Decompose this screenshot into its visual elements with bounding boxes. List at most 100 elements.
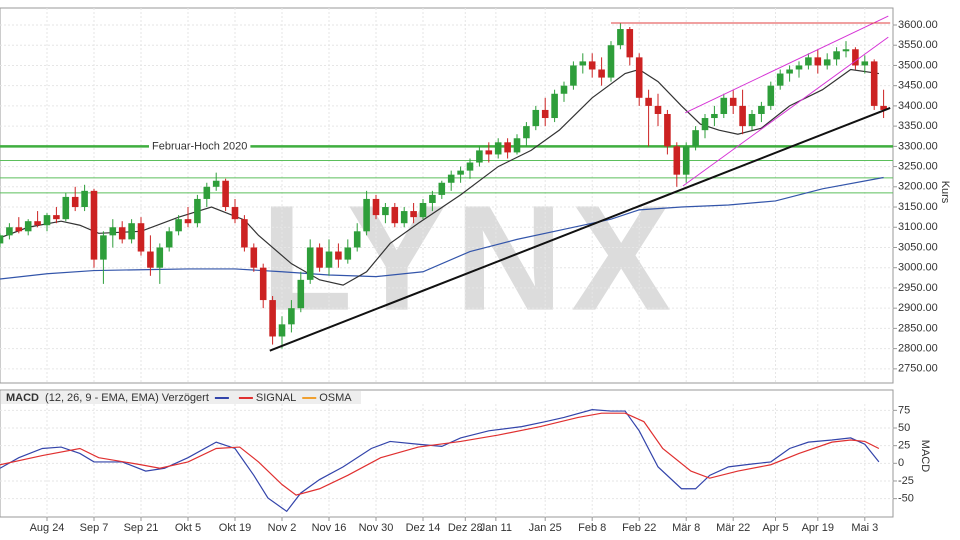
candle-body bbox=[250, 247, 258, 268]
candle-body bbox=[795, 65, 803, 70]
y-tick-label: 50 bbox=[898, 422, 910, 434]
candle-body bbox=[419, 202, 427, 218]
x-tick-label: Apr 5 bbox=[762, 522, 788, 534]
x-tick-label: Feb 8 bbox=[578, 522, 606, 534]
candle-body bbox=[823, 59, 831, 66]
x-tick-label: Jan 25 bbox=[529, 522, 562, 534]
macd-panel bbox=[0, 389, 894, 518]
y-tick-label: 3550.00 bbox=[898, 39, 938, 51]
x-tick-label: Mär 8 bbox=[672, 522, 700, 534]
candle-body bbox=[617, 29, 624, 46]
candle-body bbox=[814, 57, 822, 66]
trend-line bbox=[269, 106, 891, 352]
candle-body bbox=[175, 219, 182, 232]
x-tick-label: Dez 14 bbox=[406, 522, 441, 534]
candle-body bbox=[109, 227, 117, 236]
y-tick-label: 3450.00 bbox=[898, 80, 938, 92]
x-tick-label: Nov 16 bbox=[312, 522, 347, 534]
price-panel bbox=[0, 7, 894, 384]
candle-body bbox=[335, 251, 342, 260]
candle-body bbox=[203, 186, 211, 199]
candle-body bbox=[34, 221, 41, 226]
candle-body bbox=[654, 105, 662, 114]
trend-line bbox=[682, 36, 889, 187]
candle-body bbox=[6, 227, 13, 236]
y-tick-label: 75 bbox=[898, 404, 910, 416]
candle-body bbox=[128, 223, 135, 240]
candle-body bbox=[316, 247, 323, 268]
candle-body bbox=[767, 85, 775, 106]
x-tick-label: Feb 22 bbox=[622, 522, 656, 534]
candle-body bbox=[429, 194, 436, 203]
y-tick-label: -50 bbox=[898, 493, 914, 505]
candle-body bbox=[682, 146, 690, 175]
candle-body bbox=[372, 198, 380, 216]
legend-text: MACD bbox=[6, 392, 39, 404]
candle-body bbox=[523, 126, 530, 139]
x-tick-label: Nov 30 bbox=[359, 522, 394, 534]
candle-body bbox=[147, 251, 154, 268]
candle-body bbox=[588, 61, 596, 70]
candle-body bbox=[805, 57, 812, 66]
candle-body bbox=[729, 97, 737, 106]
moving-average bbox=[0, 68, 879, 286]
candle-body bbox=[410, 211, 417, 218]
y-tick-label: 3000.00 bbox=[898, 262, 938, 274]
macd-line bbox=[0, 412, 880, 496]
y-tick-label: 3050.00 bbox=[898, 241, 938, 253]
candle-body bbox=[447, 174, 455, 183]
candle-body bbox=[466, 162, 474, 171]
y-tick-label: 3150.00 bbox=[898, 201, 938, 213]
candle-body bbox=[438, 182, 446, 195]
candle-body bbox=[870, 61, 878, 106]
candle-body bbox=[692, 130, 699, 147]
y-tick-label: 2950.00 bbox=[898, 282, 938, 294]
x-tick-label: Mai 3 bbox=[851, 522, 878, 534]
candle-body bbox=[137, 223, 145, 252]
candle-body bbox=[880, 105, 887, 110]
x-tick-label: Mär 22 bbox=[716, 522, 750, 534]
y-tick-label: -25 bbox=[898, 475, 914, 487]
y-tick-label: 2750.00 bbox=[898, 363, 938, 375]
candle-body bbox=[776, 73, 784, 86]
candle-body bbox=[382, 207, 389, 216]
candle-body bbox=[165, 231, 173, 248]
candle-body bbox=[711, 113, 718, 119]
candle-body bbox=[560, 85, 568, 94]
candle-body bbox=[861, 61, 869, 66]
candle-body bbox=[758, 105, 765, 114]
candle-body bbox=[53, 215, 60, 220]
x-tick-label: Okt 5 bbox=[175, 522, 201, 534]
candle-body bbox=[118, 227, 126, 240]
candle-body bbox=[494, 142, 502, 155]
candle-body bbox=[748, 113, 756, 127]
legend-bar bbox=[1, 391, 361, 404]
candle-body bbox=[353, 231, 361, 248]
x-tick-label: Sep 7 bbox=[80, 522, 109, 534]
candle-body bbox=[288, 308, 295, 325]
x-tick-label: Sep 21 bbox=[124, 522, 159, 534]
moving-average bbox=[0, 176, 884, 280]
y-tick-label: 3400.00 bbox=[898, 100, 938, 112]
annotation: Februar-Hoch 2020 bbox=[152, 140, 247, 152]
candle-body bbox=[15, 227, 23, 232]
candle-body bbox=[551, 93, 558, 119]
candle-body bbox=[645, 97, 652, 106]
x-tick-label: Okt 19 bbox=[219, 522, 251, 534]
x-tick-label: Nov 2 bbox=[268, 522, 297, 534]
candle-body bbox=[222, 180, 229, 208]
candle-body bbox=[212, 180, 220, 187]
candle-body bbox=[532, 109, 540, 127]
candle-body bbox=[297, 279, 305, 309]
candle-body bbox=[842, 49, 850, 52]
candle-body bbox=[306, 247, 314, 280]
candle-body bbox=[156, 247, 164, 268]
y-tick-label: 3200.00 bbox=[898, 181, 938, 193]
candle-body bbox=[100, 235, 107, 260]
candle-body bbox=[579, 61, 587, 66]
candle-body bbox=[90, 190, 98, 260]
candle-body bbox=[626, 29, 634, 58]
candle-body bbox=[504, 142, 511, 153]
candle-body bbox=[635, 57, 643, 98]
